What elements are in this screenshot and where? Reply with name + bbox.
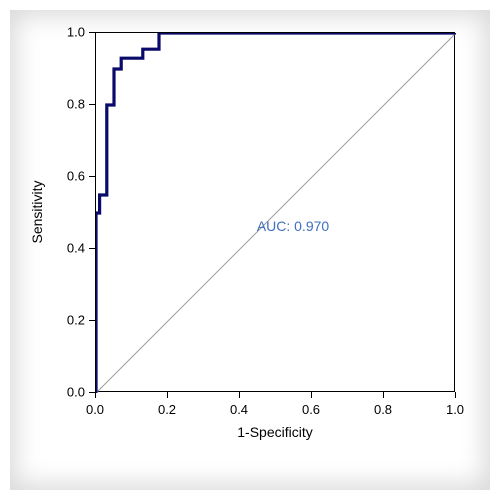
y-tick-label: 0.8	[57, 97, 85, 112]
y-tick-mark	[89, 32, 95, 33]
figure-frame: AUC: 0.970 1-Specificity Sensitivity 0.0…	[10, 10, 490, 490]
x-tick-label: 1.0	[446, 402, 464, 417]
y-tick-mark	[89, 392, 95, 393]
x-tick-mark	[95, 392, 96, 398]
diagonal-reference-line	[96, 33, 456, 393]
y-tick-label: 0.0	[57, 385, 85, 400]
x-tick-mark	[239, 392, 240, 398]
y-tick-label: 0.4	[57, 241, 85, 256]
y-axis-title: Sensitivity	[29, 180, 45, 243]
x-tick-mark	[383, 392, 384, 398]
x-tick-label: 0.0	[86, 402, 104, 417]
x-tick-label: 0.8	[374, 402, 392, 417]
x-tick-label: 0.2	[158, 402, 176, 417]
y-tick-mark	[89, 320, 95, 321]
y-tick-mark	[89, 248, 95, 249]
x-tick-mark	[311, 392, 312, 398]
y-tick-label: 1.0	[57, 25, 85, 40]
y-tick-mark	[89, 104, 95, 105]
x-tick-label: 0.6	[302, 402, 320, 417]
y-tick-mark	[89, 176, 95, 177]
plot-area	[95, 32, 455, 392]
y-tick-label: 0.2	[57, 313, 85, 328]
auc-annotation: AUC: 0.970	[257, 218, 329, 234]
y-tick-label: 0.6	[57, 169, 85, 184]
x-tick-mark	[455, 392, 456, 398]
chart-svg	[96, 33, 456, 393]
x-axis-title: 1-Specificity	[237, 424, 312, 440]
x-tick-label: 0.4	[230, 402, 248, 417]
x-tick-mark	[167, 392, 168, 398]
